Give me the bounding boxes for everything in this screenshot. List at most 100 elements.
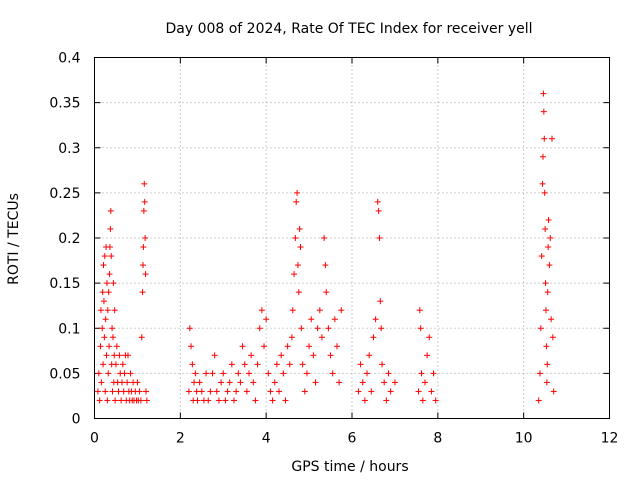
data-point xyxy=(536,370,543,377)
x-tick-label: 0 xyxy=(90,431,99,447)
data-point xyxy=(550,388,557,395)
data-point xyxy=(545,216,552,223)
data-point xyxy=(321,235,328,241)
data-point xyxy=(222,397,229,404)
data-point xyxy=(263,316,270,323)
data-point xyxy=(207,388,214,395)
data-point xyxy=(94,388,101,395)
data-point xyxy=(142,235,149,241)
data-point xyxy=(110,280,117,287)
data-point xyxy=(203,370,210,377)
data-point xyxy=(143,397,150,404)
data-point xyxy=(102,388,109,395)
data-point xyxy=(276,388,283,395)
data-point xyxy=(185,388,192,395)
data-point xyxy=(378,325,385,332)
data-point xyxy=(419,397,426,404)
data-point xyxy=(537,325,544,332)
data-point xyxy=(213,388,220,395)
data-point xyxy=(377,298,384,305)
data-point xyxy=(194,397,201,404)
data-point xyxy=(215,397,222,404)
data-point xyxy=(269,397,276,404)
data-point xyxy=(541,189,548,196)
data-point xyxy=(98,379,105,386)
data-point xyxy=(316,307,323,314)
data-point xyxy=(99,289,106,296)
data-point xyxy=(323,289,330,296)
data-point xyxy=(109,325,116,332)
data-point xyxy=(205,397,212,404)
data-point xyxy=(250,379,257,386)
data-point xyxy=(543,343,550,350)
data-point xyxy=(186,325,193,332)
y-tick-label: 0.35 xyxy=(49,96,80,112)
data-point xyxy=(336,379,343,386)
data-point xyxy=(543,379,550,386)
data-point xyxy=(142,271,149,278)
data-point xyxy=(109,334,116,341)
data-point xyxy=(417,325,424,332)
data-point xyxy=(310,352,317,359)
data-point xyxy=(239,343,246,350)
data-point xyxy=(383,397,390,404)
data-point xyxy=(540,90,547,97)
data-point xyxy=(101,334,108,341)
data-point xyxy=(391,379,398,386)
data-point xyxy=(355,388,362,395)
data-point xyxy=(119,361,126,368)
data-point xyxy=(364,370,371,377)
data-point xyxy=(308,316,315,323)
data-point xyxy=(192,370,199,377)
data-point xyxy=(368,388,375,395)
data-point xyxy=(209,370,216,377)
data-point xyxy=(113,343,120,350)
data-point xyxy=(370,334,377,341)
data-point xyxy=(376,235,383,241)
data-point xyxy=(106,244,113,251)
data-point xyxy=(252,397,259,404)
plot-frame xyxy=(94,57,610,419)
data-point xyxy=(544,289,551,296)
data-point xyxy=(141,198,148,205)
data-point xyxy=(549,334,556,341)
data-point xyxy=(542,280,549,287)
data-point xyxy=(385,370,392,377)
data-point xyxy=(540,108,547,115)
data-point xyxy=(375,207,382,214)
data-point xyxy=(318,334,325,341)
data-point xyxy=(188,343,195,350)
data-point xyxy=(426,334,433,341)
data-point xyxy=(96,397,103,404)
data-point xyxy=(296,225,303,232)
data-point xyxy=(107,225,114,232)
data-point xyxy=(141,180,148,187)
data-point xyxy=(541,135,548,142)
x-tick-label: 2 xyxy=(176,431,185,447)
data-point xyxy=(228,361,235,368)
data-point xyxy=(104,397,111,404)
data-point xyxy=(428,388,435,395)
data-point xyxy=(105,370,112,377)
data-point xyxy=(306,343,313,350)
data-point xyxy=(112,397,119,404)
data-point xyxy=(292,235,299,241)
data-point xyxy=(109,388,116,395)
y-axis-label: ROTI / TECUs xyxy=(6,193,22,285)
data-point xyxy=(139,262,146,269)
data-point xyxy=(139,289,146,296)
data-point xyxy=(548,135,555,142)
data-point xyxy=(542,225,549,232)
data-point xyxy=(106,271,113,278)
data-point xyxy=(97,307,104,314)
data-point xyxy=(265,370,272,377)
data-point xyxy=(137,397,144,404)
data-point xyxy=(322,262,329,269)
data-point xyxy=(143,388,149,395)
data-point xyxy=(284,343,291,350)
data-point xyxy=(224,388,231,395)
data-point xyxy=(329,370,336,377)
data-point xyxy=(127,370,134,377)
data-point xyxy=(103,352,110,359)
